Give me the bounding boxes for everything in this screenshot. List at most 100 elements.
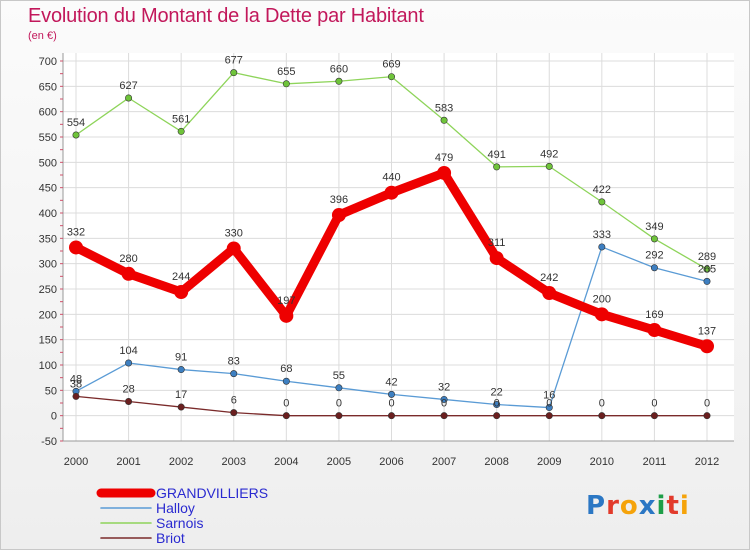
data-label: 492 — [540, 148, 558, 160]
x-tick-label: 2004 — [274, 456, 298, 468]
data-point-briot — [598, 412, 606, 420]
x-tick-label: 2006 — [379, 456, 403, 468]
data-label: 242 — [540, 272, 558, 284]
y-tick-label: 550 — [39, 132, 57, 144]
x-tick-label: 2002 — [169, 456, 193, 468]
data-point-sarnois — [650, 235, 658, 243]
data-label: 396 — [330, 194, 348, 206]
y-tick-label: 650 — [39, 81, 57, 93]
data-label: 677 — [225, 55, 243, 67]
chart-title: Evolution du Montant de la Dette par Hab… — [28, 5, 424, 27]
data-label: 42 — [385, 376, 397, 388]
data-point-sarnois — [387, 73, 395, 81]
data-label: 491 — [487, 149, 505, 161]
data-point-sarnois — [598, 198, 606, 206]
data-label: 292 — [645, 250, 663, 262]
data-label: 0 — [651, 398, 657, 410]
data-point-briot — [125, 397, 133, 405]
x-tick-label: 2003 — [222, 456, 246, 468]
data-point-sarnois — [703, 265, 711, 273]
data-point-briot — [545, 412, 553, 420]
data-point-grandvilliers — [69, 240, 83, 255]
x-tick-label: 2000 — [64, 456, 88, 468]
y-tick-label: 400 — [39, 208, 57, 220]
data-point-grandvilliers — [437, 165, 452, 180]
data-point-briot — [335, 412, 343, 420]
data-point-grandvilliers — [226, 241, 241, 256]
data-point-halloy — [545, 404, 553, 412]
data-label: 200 — [593, 293, 611, 305]
y-tick-label: 600 — [39, 107, 57, 119]
data-point-briot — [440, 412, 448, 420]
data-point-sarnois — [335, 77, 343, 85]
data-point-halloy — [650, 264, 658, 272]
data-point-briot — [493, 412, 501, 420]
logo-letter: t — [666, 491, 680, 521]
data-label: 16 — [543, 390, 555, 402]
y-tick-label: 100 — [39, 360, 57, 372]
logo-letter: r — [606, 491, 620, 521]
y-tick-label: 250 — [39, 284, 57, 296]
data-point-briot — [72, 392, 80, 400]
data-point-sarnois — [72, 131, 80, 139]
y-tick-label: 300 — [39, 259, 57, 271]
data-point-sarnois — [230, 69, 238, 77]
x-tick-label: 2010 — [590, 456, 614, 468]
data-label: 440 — [382, 172, 400, 184]
data-point-sarnois — [282, 80, 290, 88]
data-point-halloy — [387, 390, 395, 398]
data-point-sarnois — [125, 94, 133, 102]
legend-label-grandvilliers: GRANDVILLIERS — [156, 485, 268, 501]
data-label: 0 — [441, 398, 447, 410]
x-tick-label: 2011 — [643, 456, 667, 468]
x-tick-label: 2007 — [432, 456, 456, 468]
data-point-grandvilliers — [279, 308, 294, 323]
data-label: 0 — [283, 398, 289, 410]
legend-label-sarnois: Sarnois — [156, 515, 203, 531]
data-point-grandvilliers — [384, 185, 399, 200]
data-label: 0 — [388, 398, 394, 410]
y-tick-label: 500 — [39, 157, 57, 169]
data-point-grandvilliers — [121, 266, 136, 281]
data-label: 0 — [494, 398, 500, 410]
data-label: 583 — [435, 102, 453, 114]
data-point-grandvilliers — [489, 251, 504, 266]
data-point-halloy — [703, 277, 711, 285]
data-label: 137 — [698, 325, 716, 337]
data-point-briot — [703, 412, 711, 420]
data-point-halloy — [125, 359, 133, 367]
data-label: 169 — [645, 309, 663, 321]
y-tick-label: -50 — [41, 436, 57, 448]
data-label: 669 — [382, 59, 400, 71]
data-point-grandvilliers — [594, 307, 609, 322]
data-label: 289 — [698, 251, 716, 263]
y-tick-label: 0 — [51, 411, 57, 423]
data-label: 28 — [122, 383, 134, 395]
data-point-halloy — [230, 370, 238, 378]
logo-letter: x — [638, 491, 657, 521]
data-label: 349 — [645, 221, 663, 233]
y-tick-label: 50 — [45, 385, 57, 397]
data-point-halloy — [598, 243, 606, 251]
data-point-sarnois — [440, 116, 448, 124]
data-label: 479 — [435, 152, 453, 164]
data-label: 244 — [172, 271, 190, 283]
data-label: 91 — [175, 352, 187, 364]
y-tick-label: 450 — [39, 183, 57, 195]
data-point-briot — [177, 403, 185, 411]
data-label: 0 — [336, 398, 342, 410]
y-tick-label: 200 — [39, 309, 57, 321]
x-tick-label: 2009 — [537, 456, 561, 468]
logo-letter: o — [619, 491, 639, 521]
legend-label-briot: Briot — [156, 530, 185, 546]
x-tick-label: 2012 — [695, 456, 719, 468]
data-label: 660 — [330, 63, 348, 75]
legend-label-halloy: Halloy — [156, 500, 195, 516]
data-label: 627 — [119, 80, 137, 92]
data-label: 655 — [277, 66, 295, 78]
data-point-grandvilliers — [542, 286, 557, 301]
data-label: 0 — [546, 398, 552, 410]
data-point-grandvilliers — [174, 285, 189, 300]
